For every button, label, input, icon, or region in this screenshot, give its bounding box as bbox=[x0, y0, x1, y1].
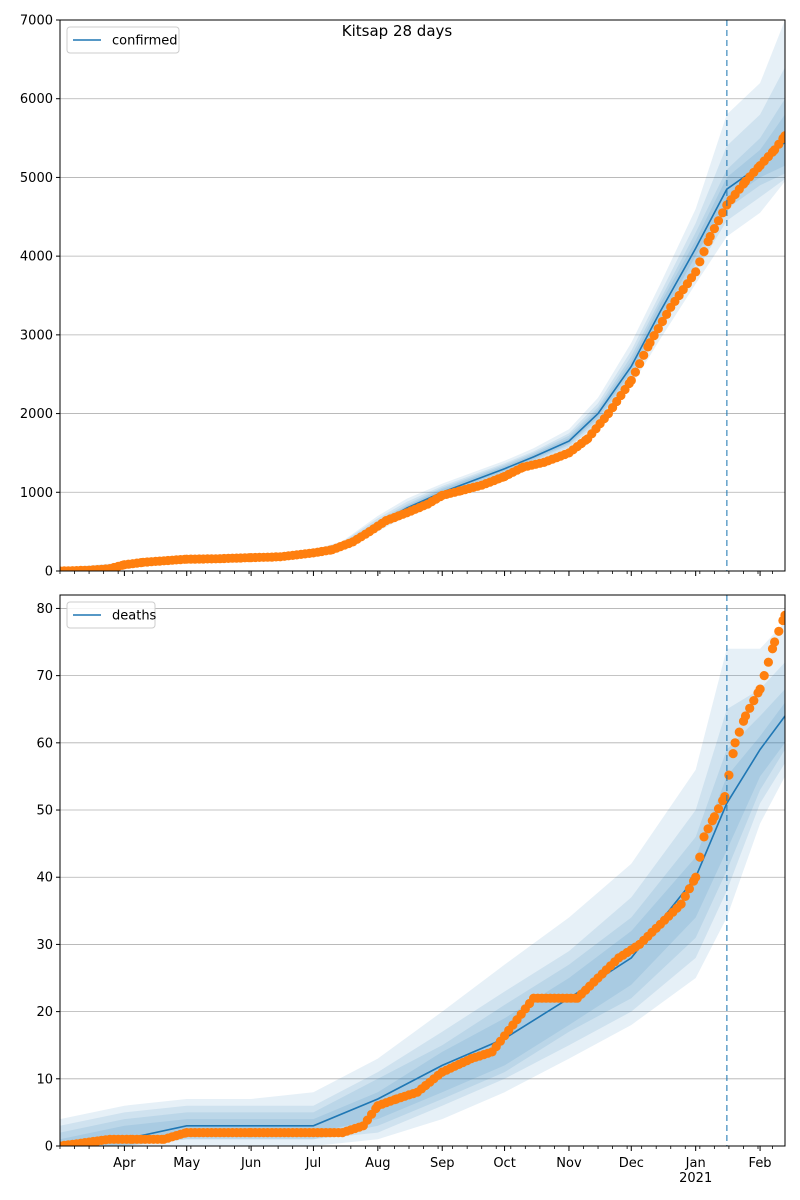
y-tick-label: 6000 bbox=[20, 92, 53, 107]
observed-point bbox=[734, 727, 744, 737]
legend-box bbox=[66, 26, 180, 54]
confirmed-panel: 0 1000 2000 3000 4000 5000 6000 7000 Kitsap 28 d… bbox=[20, 14, 786, 580]
observed-point bbox=[713, 804, 724, 814]
observed-point bbox=[691, 872, 701, 882]
legend-label: deaths bbox=[112, 609, 157, 624]
uncertainty-band-4 bbox=[60, 702, 785, 1146]
observed-point bbox=[763, 657, 774, 667]
deaths-panel: 0 10 20 30 40 50 60 70 80 Apr May Jun Jul Aug Sep Oct No… bbox=[36, 594, 786, 1186]
y-tick-label: 2000 bbox=[20, 407, 53, 422]
observed-point bbox=[780, 131, 785, 141]
observed-point bbox=[709, 812, 720, 822]
observed-point bbox=[728, 749, 738, 759]
observed-point bbox=[740, 711, 751, 721]
observed-point bbox=[635, 359, 645, 369]
observed-point bbox=[699, 832, 709, 842]
legend: confirmed bbox=[66, 26, 180, 54]
observed-point bbox=[649, 331, 659, 341]
y-tick-label: 0 bbox=[45, 1140, 53, 1155]
x-tick-label: Oct bbox=[493, 1156, 515, 1171]
observed-point bbox=[759, 671, 769, 681]
x-tick-label: Nov bbox=[556, 1156, 582, 1171]
observed-point bbox=[662, 309, 672, 319]
observed-point bbox=[645, 338, 655, 348]
uncertainty-band-2 bbox=[60, 662, 785, 1146]
legend-label: confirmed bbox=[112, 34, 178, 49]
y-tick-label: 60 bbox=[36, 736, 53, 751]
observed-point bbox=[730, 738, 740, 748]
observed-point bbox=[653, 324, 663, 334]
y-tick-label: 30 bbox=[36, 938, 53, 953]
x-tick-label: Aug bbox=[365, 1156, 390, 1171]
observed-point bbox=[705, 231, 715, 242]
observed-point bbox=[699, 247, 709, 257]
axes-frame bbox=[59, 594, 786, 1147]
y-tick-label: 3000 bbox=[20, 328, 53, 343]
observed-point bbox=[755, 684, 765, 694]
observed-point bbox=[630, 367, 641, 377]
chart-title: Kitsap 28 days bbox=[342, 22, 453, 40]
observed-point bbox=[745, 703, 755, 713]
x-tick-label: Jan bbox=[685, 1156, 706, 1171]
observed-point bbox=[684, 884, 695, 894]
observed-point bbox=[774, 626, 784, 636]
x-tick-label: Apr bbox=[113, 1156, 136, 1171]
observed-series bbox=[60, 610, 785, 1146]
y-tick-label: 7000 bbox=[20, 14, 53, 29]
x-year-label: 2021 bbox=[679, 1171, 712, 1186]
legend: deaths bbox=[66, 601, 157, 629]
observed-point bbox=[780, 610, 785, 620]
model-line bbox=[60, 715, 785, 1146]
observed-point bbox=[695, 852, 705, 862]
y-tick-label: 4000 bbox=[20, 250, 53, 265]
y-tick-label: 20 bbox=[36, 1005, 53, 1020]
x-tick-label: May bbox=[173, 1156, 200, 1171]
x-tick-label: Sep bbox=[430, 1156, 455, 1171]
observed-point bbox=[749, 696, 759, 706]
y-tick-label: 1000 bbox=[20, 486, 53, 501]
y-tick-label: 70 bbox=[36, 669, 53, 684]
x-tick-label: Jun bbox=[240, 1156, 261, 1171]
axes-frame bbox=[59, 19, 786, 572]
observed-point bbox=[720, 792, 730, 802]
plot-area bbox=[60, 20, 785, 571]
observed-point bbox=[718, 208, 728, 218]
uncertainty-band-3 bbox=[60, 689, 785, 1146]
y-tick-label: 0 bbox=[45, 565, 53, 580]
x-tick-label: Jul bbox=[305, 1156, 322, 1171]
observed-point bbox=[657, 316, 668, 327]
observed-point bbox=[676, 899, 686, 909]
y-tick-label: 40 bbox=[36, 871, 53, 886]
observed-point bbox=[703, 824, 713, 834]
observed-point bbox=[713, 216, 724, 226]
y-tick-label: 10 bbox=[36, 1072, 53, 1087]
observed-point bbox=[691, 267, 701, 277]
y-tick-label: 50 bbox=[36, 804, 53, 819]
observed-series bbox=[60, 131, 785, 571]
observed-point bbox=[770, 637, 780, 647]
observed-point bbox=[626, 375, 636, 386]
x-tick-label: Feb bbox=[749, 1156, 772, 1171]
observed-point bbox=[724, 770, 734, 780]
plot-area bbox=[60, 610, 785, 1146]
legend-box bbox=[66, 601, 156, 629]
observed-point bbox=[709, 224, 720, 234]
y-tick-label: 80 bbox=[36, 602, 53, 617]
y-tick-label: 5000 bbox=[20, 171, 53, 186]
observed-point bbox=[695, 257, 705, 267]
observed-point bbox=[639, 350, 649, 360]
x-tick-label: Dec bbox=[619, 1156, 644, 1171]
observed-point bbox=[680, 891, 690, 902]
uncertainty-band-1 bbox=[60, 621, 785, 1146]
